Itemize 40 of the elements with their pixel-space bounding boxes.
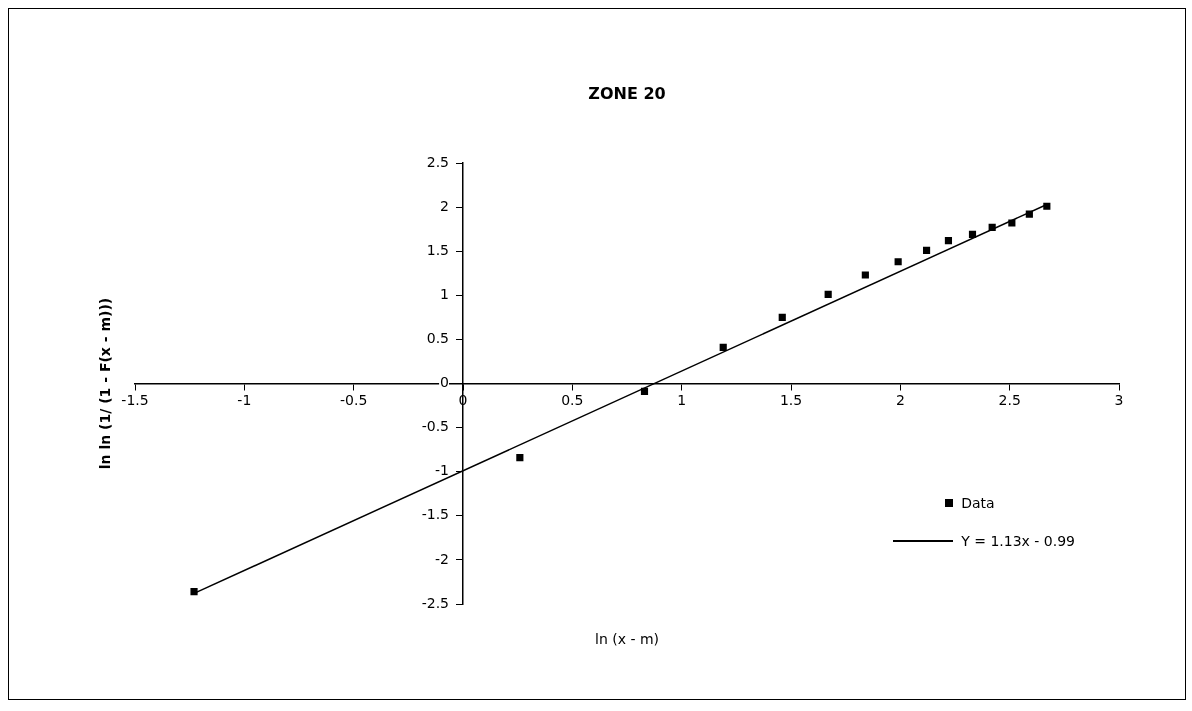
legend-label: Data bbox=[961, 495, 995, 511]
x-axis-title: ln (x - m) bbox=[594, 631, 660, 647]
legend-label: Y = 1.13x - 0.99 bbox=[961, 533, 1075, 549]
y-tick-label: 1 bbox=[440, 285, 463, 302]
y-tick-label: -2.5 bbox=[421, 594, 463, 611]
x-tick-label: 1 bbox=[677, 391, 687, 408]
chart-title: ZONE 20 bbox=[588, 84, 666, 103]
point bbox=[861, 271, 869, 279]
y-tick-label: 2.5 bbox=[426, 153, 463, 170]
x-tick-label: 3 bbox=[1114, 391, 1124, 408]
point bbox=[944, 237, 953, 245]
x-tick-label: -0.5 bbox=[340, 391, 368, 408]
x-tick-label: -1.5 bbox=[121, 391, 149, 408]
point bbox=[1043, 202, 1051, 210]
x-tick-label: -1 bbox=[237, 391, 252, 408]
point bbox=[968, 230, 977, 239]
x-tick-label: 0.5 bbox=[561, 391, 584, 408]
point bbox=[640, 387, 649, 396]
y-tick-label: -0.5 bbox=[421, 418, 463, 435]
y-tick-label: -2 bbox=[435, 550, 463, 567]
point bbox=[1025, 210, 1033, 218]
y-tick-label: 1.5 bbox=[426, 241, 463, 258]
point bbox=[190, 588, 198, 596]
point bbox=[778, 313, 786, 321]
y-axis-title: ln ln (1/ (1 - F(x - m))) bbox=[97, 297, 113, 470]
y-tick-label: 0.5 bbox=[426, 330, 463, 347]
point bbox=[988, 223, 996, 231]
x-tick-label: 2.5 bbox=[998, 391, 1021, 408]
x-tick-label: 1.5 bbox=[779, 391, 803, 408]
point bbox=[516, 454, 524, 462]
y-tick-label: 0 bbox=[440, 374, 463, 391]
point bbox=[824, 290, 832, 298]
x-tick-label: 2 bbox=[895, 391, 905, 408]
y-tick-label: 2 bbox=[440, 197, 463, 214]
point bbox=[719, 343, 727, 351]
y-tick-label: -1 bbox=[435, 462, 463, 479]
y-tick-label: -1.5 bbox=[421, 506, 463, 523]
point bbox=[923, 246, 931, 254]
point bbox=[894, 258, 902, 266]
point bbox=[1008, 219, 1016, 227]
